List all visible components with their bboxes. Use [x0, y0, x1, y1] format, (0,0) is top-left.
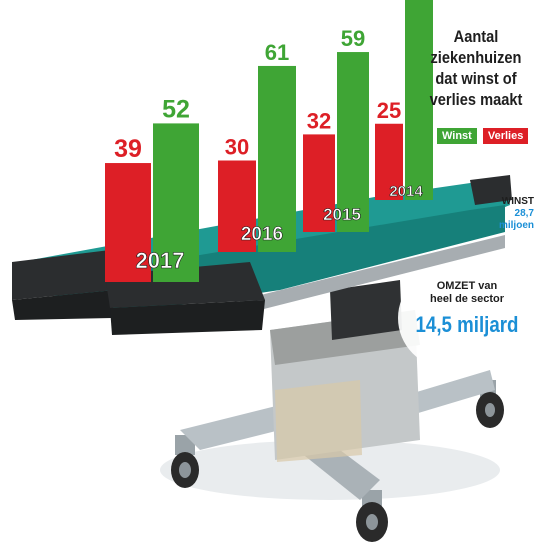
chart-title: Aantal ziekenhuizen dat winst of verlies…: [428, 26, 524, 110]
winst-bar-2014: [405, 0, 433, 201]
wheel-front-left: [171, 435, 199, 488]
verlies-value-label-2017: 39: [114, 135, 142, 163]
omzet-value: 14,5 miljard: [415, 312, 519, 337]
seat-pad-side: [110, 300, 265, 335]
leg-pad-top: [12, 250, 115, 300]
value-label-group: 3952306132592566: [114, 26, 401, 163]
winst-value-label-2016: 61: [265, 40, 289, 65]
winst-value-label-2015: 59: [341, 26, 365, 51]
winst-bar-2015: [337, 52, 369, 232]
wheel-front-right: [356, 490, 388, 542]
bar-series-group: [105, 0, 433, 283]
winst-bar-2016: [258, 65, 296, 252]
verlies-bar-2017: [105, 163, 151, 282]
year-label-group: 2017 2016 2015 2014: [135, 183, 423, 274]
omzet-sub: heel de sector: [430, 293, 504, 305]
winst-annotation: WINST 28,7 miljoen: [486, 196, 534, 232]
column-neck: [330, 280, 402, 340]
verlies-bar-2014: [375, 123, 403, 200]
leg-pad-side: [12, 290, 115, 320]
side-rail: [240, 235, 505, 315]
winst-annotation-unit: miljoen: [498, 220, 534, 231]
title-line: Aantal: [453, 27, 499, 46]
winst-bar-2017: [153, 123, 199, 283]
legend-verlies: Verlies: [482, 128, 529, 144]
verlies-value-label-2015: 32: [307, 108, 331, 133]
year-label-2017: 2017: [136, 248, 185, 273]
winst-annotation-label: WINST: [501, 196, 534, 207]
winst-annotation-value: 28,7: [514, 208, 534, 219]
omzet-label: OMZET van: [436, 280, 498, 292]
head-pad: [470, 175, 512, 205]
verlies-bar-2016: [218, 160, 256, 252]
omzet-bubble: OMZET van heel de sector 14,5 miljard: [398, 268, 536, 368]
column-glow: [275, 380, 362, 462]
verlies-value-label-2016: 30: [225, 135, 249, 160]
title-line: dat winst of: [435, 69, 517, 88]
verlies-value-label-2014: 25: [377, 98, 401, 123]
year-label-2014: 2014: [389, 183, 423, 200]
title-line: verlies maakt: [429, 90, 523, 109]
winst-value-label-2017: 52: [162, 95, 190, 123]
verlies-bar-2015: [303, 134, 335, 232]
year-label-2015: 2015: [323, 205, 361, 224]
year-label-2016: 2016: [241, 224, 283, 245]
title-line: ziekenhuizen: [430, 48, 522, 67]
legend: Winst Verlies: [437, 128, 529, 144]
legend-winst: Winst: [437, 128, 477, 144]
